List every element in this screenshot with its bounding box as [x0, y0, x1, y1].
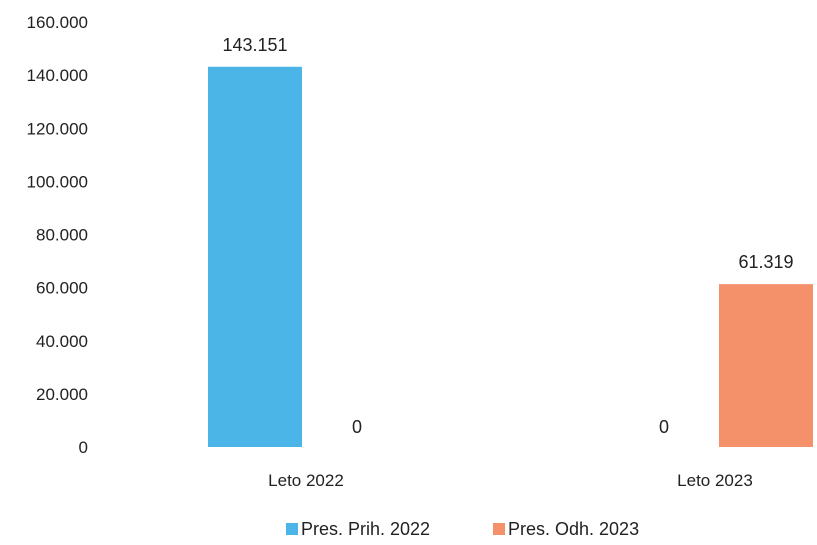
- y-tick-label: 100.000: [27, 172, 88, 191]
- y-tick-label: 60.000: [36, 279, 88, 298]
- legend-item-pres-prih-2022: Pres. Prih. 2022: [286, 519, 430, 539]
- legend-label: Pres. Odh. 2023: [508, 519, 639, 539]
- data-labels: 143.151 0 0 61.319: [222, 35, 793, 437]
- y-tick-label: 80.000: [36, 226, 88, 245]
- data-label: 143.151: [222, 35, 287, 55]
- legend-label: Pres. Prih. 2022: [301, 519, 430, 539]
- y-tick-label: 120.000: [27, 119, 88, 138]
- bar-pres-prih-2022-leto-2022: [208, 66, 302, 447]
- legend: Pres. Prih. 2022 Pres. Odh. 2023: [286, 519, 639, 539]
- y-tick-label: 0: [79, 438, 88, 457]
- data-label: 0: [352, 417, 362, 437]
- x-category-label: Leto 2023: [677, 471, 753, 490]
- y-tick-label: 20.000: [36, 385, 88, 404]
- y-tick-label: 40.000: [36, 332, 88, 351]
- legend-swatch: [286, 523, 298, 535]
- legend-swatch: [493, 523, 505, 535]
- y-tick-label: 160.000: [27, 13, 88, 32]
- x-axis: Leto 2022 Leto 2023: [268, 471, 753, 490]
- bars: [208, 66, 813, 447]
- data-label: 0: [659, 417, 669, 437]
- y-tick-label: 140.000: [27, 66, 88, 85]
- x-category-label: Leto 2022: [268, 471, 344, 490]
- y-axis: 0 20.000 40.000 60.000 80.000 100.000 120.000 1…: [27, 13, 88, 457]
- data-label: 61.319: [738, 252, 793, 272]
- bar-pres-odh-2023-leto-2023: [719, 284, 813, 447]
- legend-item-pres-odh-2023: Pres. Odh. 2023: [493, 519, 639, 539]
